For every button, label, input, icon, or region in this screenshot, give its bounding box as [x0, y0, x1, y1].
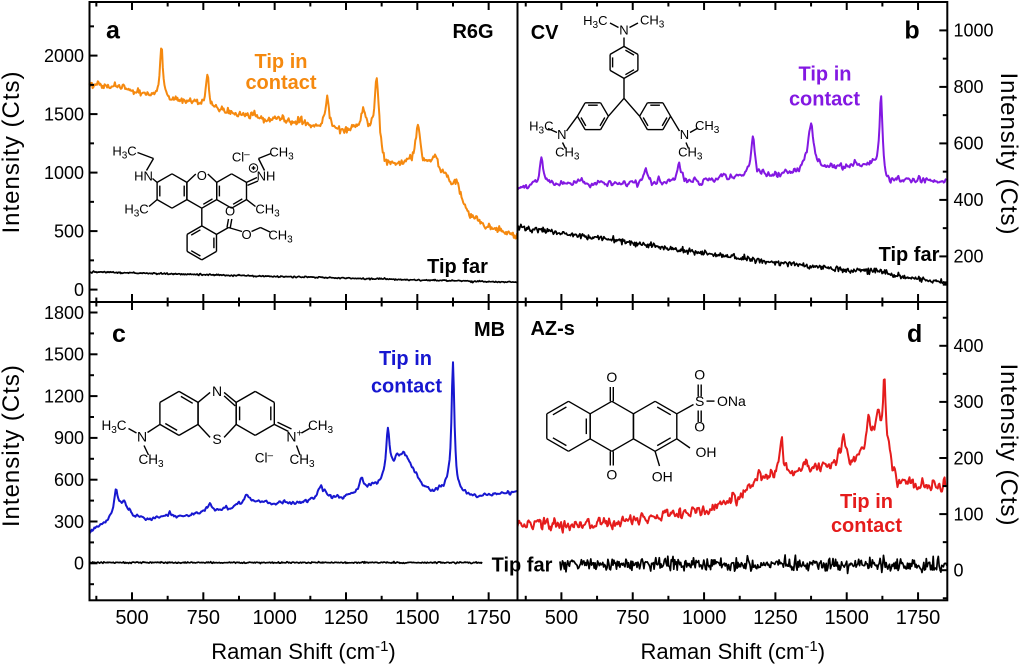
svg-text:CH3: CH3 — [640, 13, 665, 31]
svg-text:S: S — [212, 431, 221, 447]
svg-text:H3C: H3C — [112, 144, 136, 162]
svg-text:Tip far: Tip far — [492, 555, 553, 577]
svg-text:1000: 1000 — [44, 163, 84, 183]
svg-text:0: 0 — [74, 554, 84, 574]
svg-text:CH3: CH3 — [308, 418, 334, 436]
svg-text:Raman Shift (cm-1): Raman Shift (cm-1) — [641, 638, 826, 664]
svg-text:Tip in: Tip in — [799, 64, 852, 86]
svg-text:CH3: CH3 — [678, 144, 703, 162]
svg-text:300: 300 — [54, 512, 84, 532]
svg-text:600: 600 — [954, 134, 984, 154]
svg-text:300: 300 — [954, 392, 984, 412]
svg-text:CH3: CH3 — [269, 145, 294, 163]
svg-text:200: 200 — [954, 247, 984, 267]
svg-text:1500: 1500 — [395, 607, 440, 629]
svg-text:800: 800 — [954, 77, 984, 97]
svg-text:a: a — [106, 17, 121, 45]
svg-text:H3C: H3C — [124, 202, 148, 220]
svg-text:600: 600 — [54, 470, 84, 490]
svg-text:ONa: ONa — [717, 393, 746, 409]
svg-text:N: N — [557, 127, 566, 142]
svg-text:R6G: R6G — [452, 21, 493, 43]
svg-text:S: S — [695, 393, 704, 409]
svg-text:1500: 1500 — [824, 607, 869, 629]
svg-text:CH3: CH3 — [268, 228, 293, 246]
svg-text:CH3: CH3 — [555, 144, 580, 162]
svg-text:H3C: H3C — [583, 13, 607, 31]
svg-text:CV: CV — [531, 22, 559, 44]
svg-text:Tip in: Tip in — [840, 491, 893, 513]
svg-text:1000: 1000 — [252, 607, 297, 629]
svg-text:500: 500 — [115, 607, 148, 629]
svg-text:contact: contact — [789, 89, 860, 111]
svg-text:N: N — [680, 127, 689, 142]
svg-text:CH3: CH3 — [695, 118, 720, 136]
svg-text:100: 100 — [954, 504, 984, 524]
svg-text:HN: HN — [134, 169, 153, 184]
svg-text:1000: 1000 — [682, 607, 727, 629]
svg-text:Intensity (Cts): Intensity (Cts) — [0, 364, 25, 527]
svg-text:Tip in: Tip in — [379, 348, 432, 370]
svg-text:1750: 1750 — [466, 607, 511, 629]
svg-text:400: 400 — [954, 336, 984, 356]
svg-text:200: 200 — [954, 448, 984, 468]
svg-text:O: O — [197, 168, 207, 183]
svg-text:750: 750 — [187, 607, 220, 629]
svg-text:1200: 1200 — [44, 386, 84, 406]
svg-text:500: 500 — [54, 221, 84, 241]
svg-text:1250: 1250 — [324, 607, 369, 629]
svg-text:1250: 1250 — [753, 607, 798, 629]
svg-text:0: 0 — [74, 280, 84, 300]
svg-text:contact: contact — [245, 72, 316, 94]
svg-text:Tip far: Tip far — [427, 256, 488, 278]
svg-text:N: N — [137, 428, 147, 444]
svg-text:1750: 1750 — [896, 607, 941, 629]
svg-text:CH3: CH3 — [255, 202, 280, 220]
svg-text:O: O — [242, 227, 252, 242]
svg-text:CH3: CH3 — [289, 452, 315, 470]
svg-text:b: b — [904, 17, 919, 45]
svg-text:O: O — [694, 418, 705, 434]
svg-text:750: 750 — [616, 607, 649, 629]
svg-text:CH3: CH3 — [138, 452, 164, 470]
svg-text:N: N — [619, 23, 628, 38]
svg-text:contact: contact — [371, 376, 442, 398]
svg-text:900: 900 — [54, 428, 84, 448]
svg-text:1500: 1500 — [44, 104, 84, 124]
svg-text:Intensity (Cts): Intensity (Cts) — [995, 72, 1022, 235]
svg-text:MB: MB — [474, 319, 505, 341]
svg-text:contact: contact — [831, 515, 902, 537]
svg-text:O: O — [606, 369, 617, 385]
svg-text:Tip in: Tip in — [255, 51, 308, 73]
svg-text:d: d — [907, 320, 922, 348]
svg-text:AZ-s: AZ-s — [530, 318, 574, 340]
svg-text:500: 500 — [545, 607, 578, 629]
svg-text:OH: OH — [652, 469, 673, 485]
svg-text:1800: 1800 — [44, 303, 84, 323]
svg-text:1000: 1000 — [954, 21, 994, 41]
svg-text:H3C: H3C — [101, 418, 126, 436]
svg-text:Intensity (Cts): Intensity (Cts) — [0, 70, 25, 233]
svg-text:O: O — [606, 467, 617, 483]
svg-text:OH: OH — [696, 444, 717, 460]
svg-text:Raman Shift (cm-1): Raman Shift (cm-1) — [211, 638, 396, 664]
svg-text:NH: NH — [257, 169, 276, 184]
svg-text:N: N — [212, 383, 222, 399]
svg-text:400: 400 — [954, 190, 984, 210]
svg-text:1500: 1500 — [44, 345, 84, 365]
svg-text:O: O — [225, 204, 235, 219]
svg-text:O: O — [694, 367, 705, 383]
svg-text:H3C: H3C — [529, 118, 553, 136]
svg-text:Tip far: Tip far — [879, 244, 940, 266]
svg-text:Intensity (Cts): Intensity (Cts) — [995, 363, 1022, 526]
svg-text:c: c — [112, 320, 126, 348]
svg-text:2000: 2000 — [44, 46, 84, 66]
svg-text:0: 0 — [954, 561, 964, 581]
